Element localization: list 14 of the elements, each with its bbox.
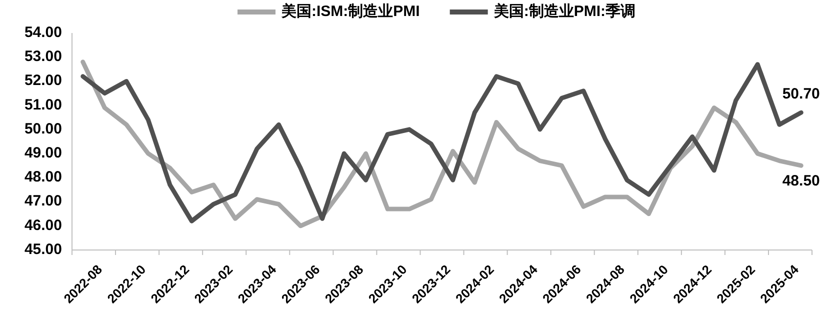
y-tick-label: 46.00 <box>24 216 62 234</box>
legend-label: 美国:制造业PMI:季调 <box>492 2 636 20</box>
data-label: 50.70 <box>782 86 820 103</box>
y-tick-label: 54.00 <box>24 24 62 41</box>
y-tick-label: 49.00 <box>24 144 62 162</box>
y-tick-label: 47.00 <box>24 192 62 210</box>
y-tick-label: 52.00 <box>24 72 62 90</box>
y-tick-label: 51.00 <box>24 96 62 114</box>
y-tick-label: 53.00 <box>24 48 62 66</box>
y-tick-label: 45.00 <box>24 240 62 258</box>
y-tick-label: 50.00 <box>24 120 62 138</box>
y-tick-label: 48.00 <box>24 168 62 186</box>
legend-label: 美国:ISM:制造业PMI <box>280 2 420 20</box>
data-label: 48.50 <box>782 172 820 190</box>
